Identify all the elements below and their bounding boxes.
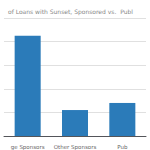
svg-text:Pub: Pub — [117, 144, 128, 150]
svg-text:Other Sponsors: Other Sponsors — [54, 144, 97, 150]
svg-text:ge Sponsors: ge Sponsors — [11, 144, 45, 150]
svg-text:of Loans with Sunset, Sponsore: of Loans with Sunset, Sponsored vs. Publ — [8, 8, 133, 16]
